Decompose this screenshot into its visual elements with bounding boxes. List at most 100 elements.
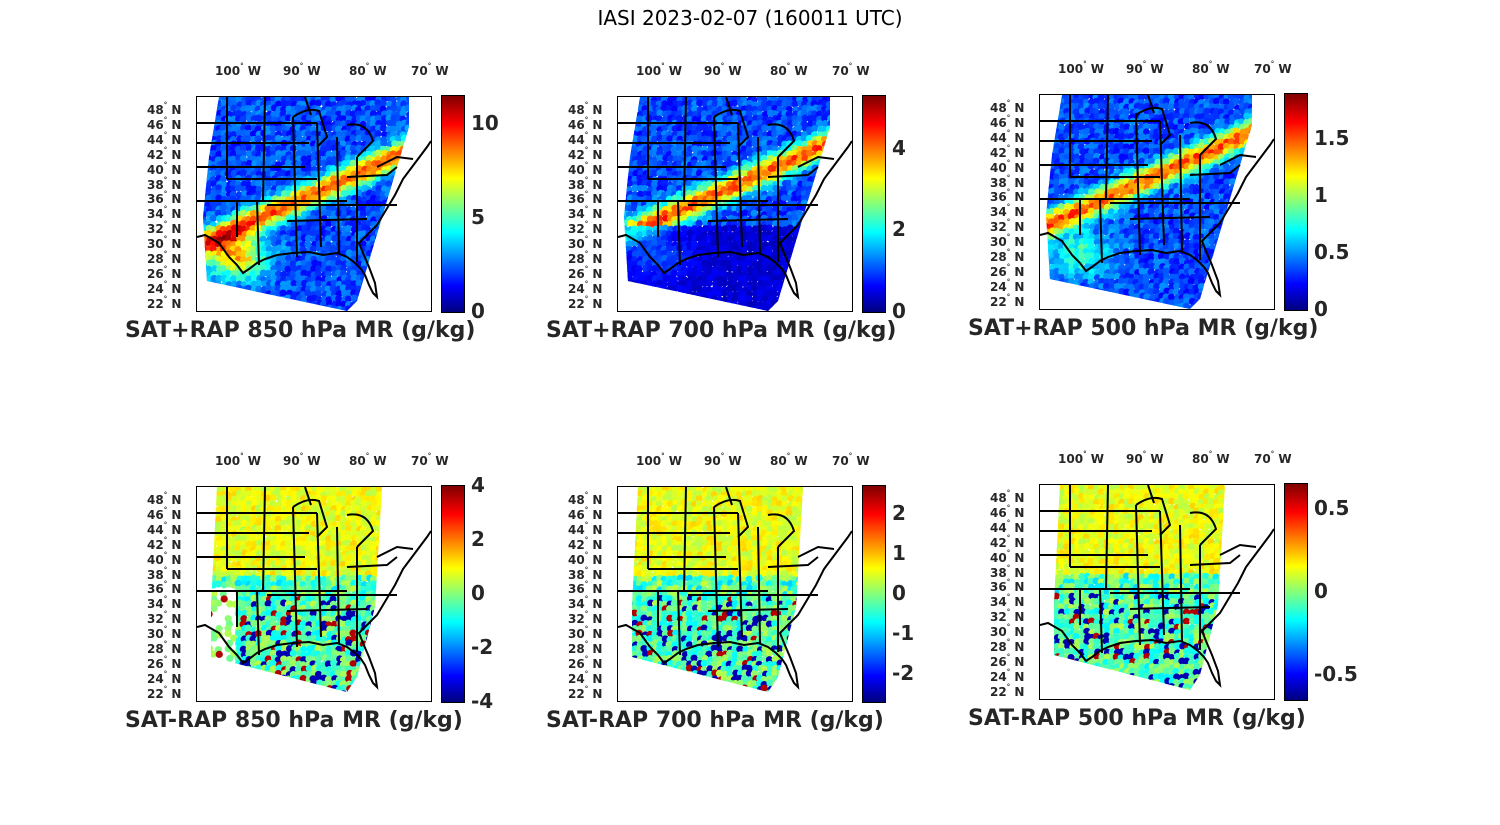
state-boundary bbox=[1189, 121, 1218, 156]
latitude-tick-label: 26° N bbox=[147, 264, 182, 281]
longitude-tick-label: 90° W bbox=[283, 62, 321, 78]
latitude-tick-label: 24° N bbox=[568, 279, 603, 296]
latitude-tick-label: 40° N bbox=[990, 158, 1025, 175]
panel-title: SAT+RAP 850 hPa MR (g/kg) bbox=[125, 318, 476, 343]
state-boundary bbox=[767, 513, 796, 548]
state-boundary bbox=[1219, 153, 1257, 166]
latitude-tick-label: 32° N bbox=[147, 220, 182, 237]
latitude-tick-label: 24° N bbox=[568, 669, 603, 686]
state-boundary bbox=[677, 200, 681, 266]
colorbar bbox=[862, 485, 886, 703]
state-boundary bbox=[707, 608, 789, 612]
latitude-tick-label: 28° N bbox=[990, 248, 1025, 264]
state-boundary bbox=[262, 97, 266, 202]
latitude-tick-label: 24° N bbox=[990, 277, 1025, 294]
map-area bbox=[617, 486, 853, 702]
latitude-tick-label: 44° N bbox=[568, 130, 603, 147]
colorbar-tick-label: 1.5 bbox=[1314, 126, 1350, 151]
state-boundary bbox=[677, 590, 681, 656]
latitude-tick-label: 38° N bbox=[568, 175, 603, 192]
latitude-tick-label: 34° N bbox=[147, 205, 182, 222]
state-boundary bbox=[1105, 485, 1109, 590]
colorbar-tick-label: 5 bbox=[471, 205, 485, 230]
latitude-tick-label: 46° N bbox=[568, 115, 603, 132]
latitude-tick-label: 24° N bbox=[147, 279, 182, 296]
latitude-tick-label: 34° N bbox=[568, 595, 603, 612]
latitude-tick-label: 40° N bbox=[990, 548, 1025, 565]
state-boundary bbox=[346, 166, 398, 178]
state-boundary bbox=[376, 545, 414, 558]
coastline bbox=[618, 140, 852, 300]
state-boundary bbox=[797, 155, 835, 168]
latitude-tick-label: 28° N bbox=[568, 640, 603, 656]
colorbar-tick-label: -4 bbox=[471, 689, 494, 713]
latitude-tick-label: 36° N bbox=[568, 190, 603, 207]
latitude-tick-label: 36° N bbox=[147, 580, 182, 597]
latitude-tick-label: 40° N bbox=[568, 550, 603, 567]
state-boundary bbox=[1135, 504, 1141, 646]
state-boundary bbox=[683, 97, 687, 202]
latitude-tick-label: 48° N bbox=[990, 489, 1025, 505]
latitude-tick-label: 22° N bbox=[147, 294, 182, 311]
state-boundary bbox=[1189, 511, 1218, 546]
longitude-tick-label: 80° W bbox=[1192, 450, 1230, 466]
longitude-tick-label: 100° W bbox=[215, 452, 261, 468]
latitude-tick-label: 28° N bbox=[990, 638, 1025, 654]
latitude-tick-label: 44° N bbox=[147, 130, 182, 147]
state-boundary bbox=[346, 123, 375, 158]
latitude-tick-label: 46° N bbox=[990, 503, 1025, 520]
panel-title: SAT+RAP 700 hPa MR (g/kg) bbox=[546, 318, 897, 343]
latitude-tick-label: 26° N bbox=[568, 654, 603, 671]
latitude-tick-label: 38° N bbox=[147, 565, 182, 582]
state-boundary bbox=[316, 122, 322, 248]
latitude-tick-label: 48° N bbox=[990, 99, 1025, 115]
colorbar-tick-label: 2 bbox=[892, 501, 906, 525]
state-boundary bbox=[1129, 216, 1211, 220]
longitude-tick-label: 100° W bbox=[636, 62, 682, 78]
latitude-tick-label: 34° N bbox=[568, 205, 603, 222]
longitude-tick-label: 100° W bbox=[636, 452, 682, 468]
latitude-tick-label: 22° N bbox=[568, 684, 603, 701]
state-boundary bbox=[1147, 485, 1155, 504]
latitude-tick-label: 32° N bbox=[990, 218, 1025, 235]
state-boundary bbox=[286, 218, 368, 222]
latitude-tick-label: 48° N bbox=[147, 101, 182, 117]
state-boundary bbox=[292, 116, 298, 258]
state-boundary bbox=[737, 122, 743, 248]
latitude-tick-label: 26° N bbox=[990, 652, 1025, 669]
longitude-tick-label: 80° W bbox=[1192, 60, 1230, 76]
latitude-tick-label: 34° N bbox=[990, 593, 1025, 610]
map-canvas bbox=[197, 487, 431, 692]
state-boundary bbox=[1159, 120, 1165, 246]
longitude-tick-label: 90° W bbox=[283, 452, 321, 468]
map-panel: 100° W 90° W 80° W 70° W 48° N 46° N 44° N 42° … bbox=[968, 58, 1350, 348]
longitude-tick-label: 70° W bbox=[411, 62, 449, 78]
longitude-tick-label: 70° W bbox=[1254, 450, 1292, 466]
coastline bbox=[197, 530, 431, 690]
state-boundary bbox=[725, 97, 733, 116]
colorbar-tick-label: 0 bbox=[1314, 297, 1328, 321]
latitude-tick-label: 36° N bbox=[147, 190, 182, 207]
latitude-tick-label: 42° N bbox=[568, 535, 603, 552]
latitude-tick-label: 36° N bbox=[568, 580, 603, 597]
state-boundary bbox=[1105, 95, 1109, 200]
latitude-tick-label: 24° N bbox=[147, 669, 182, 686]
map-area bbox=[196, 486, 432, 702]
latitude-tick-label: 30° N bbox=[147, 235, 182, 252]
coastline bbox=[197, 140, 431, 300]
latitude-tick-label: 26° N bbox=[568, 264, 603, 281]
state-boundary bbox=[286, 608, 368, 612]
colorbar-tick-label: -2 bbox=[471, 635, 494, 659]
latitude-tick-label: 24° N bbox=[990, 667, 1025, 684]
panel-title: SAT+RAP 500 hPa MR (g/kg) bbox=[968, 316, 1319, 341]
latitude-tick-label: 42° N bbox=[990, 143, 1025, 160]
latitude-tick-label: 32° N bbox=[147, 610, 182, 627]
state-boundary bbox=[1179, 134, 1183, 252]
colorbar-tick-label: 0 bbox=[892, 581, 906, 605]
colorbar-tick-label: 0 bbox=[471, 299, 485, 323]
state-boundary bbox=[713, 506, 719, 648]
colorbar-tick-label: -2 bbox=[892, 661, 915, 685]
state-boundary bbox=[737, 512, 743, 638]
state-boundary bbox=[713, 116, 719, 258]
longitude-tick-label: 100° W bbox=[215, 62, 261, 78]
